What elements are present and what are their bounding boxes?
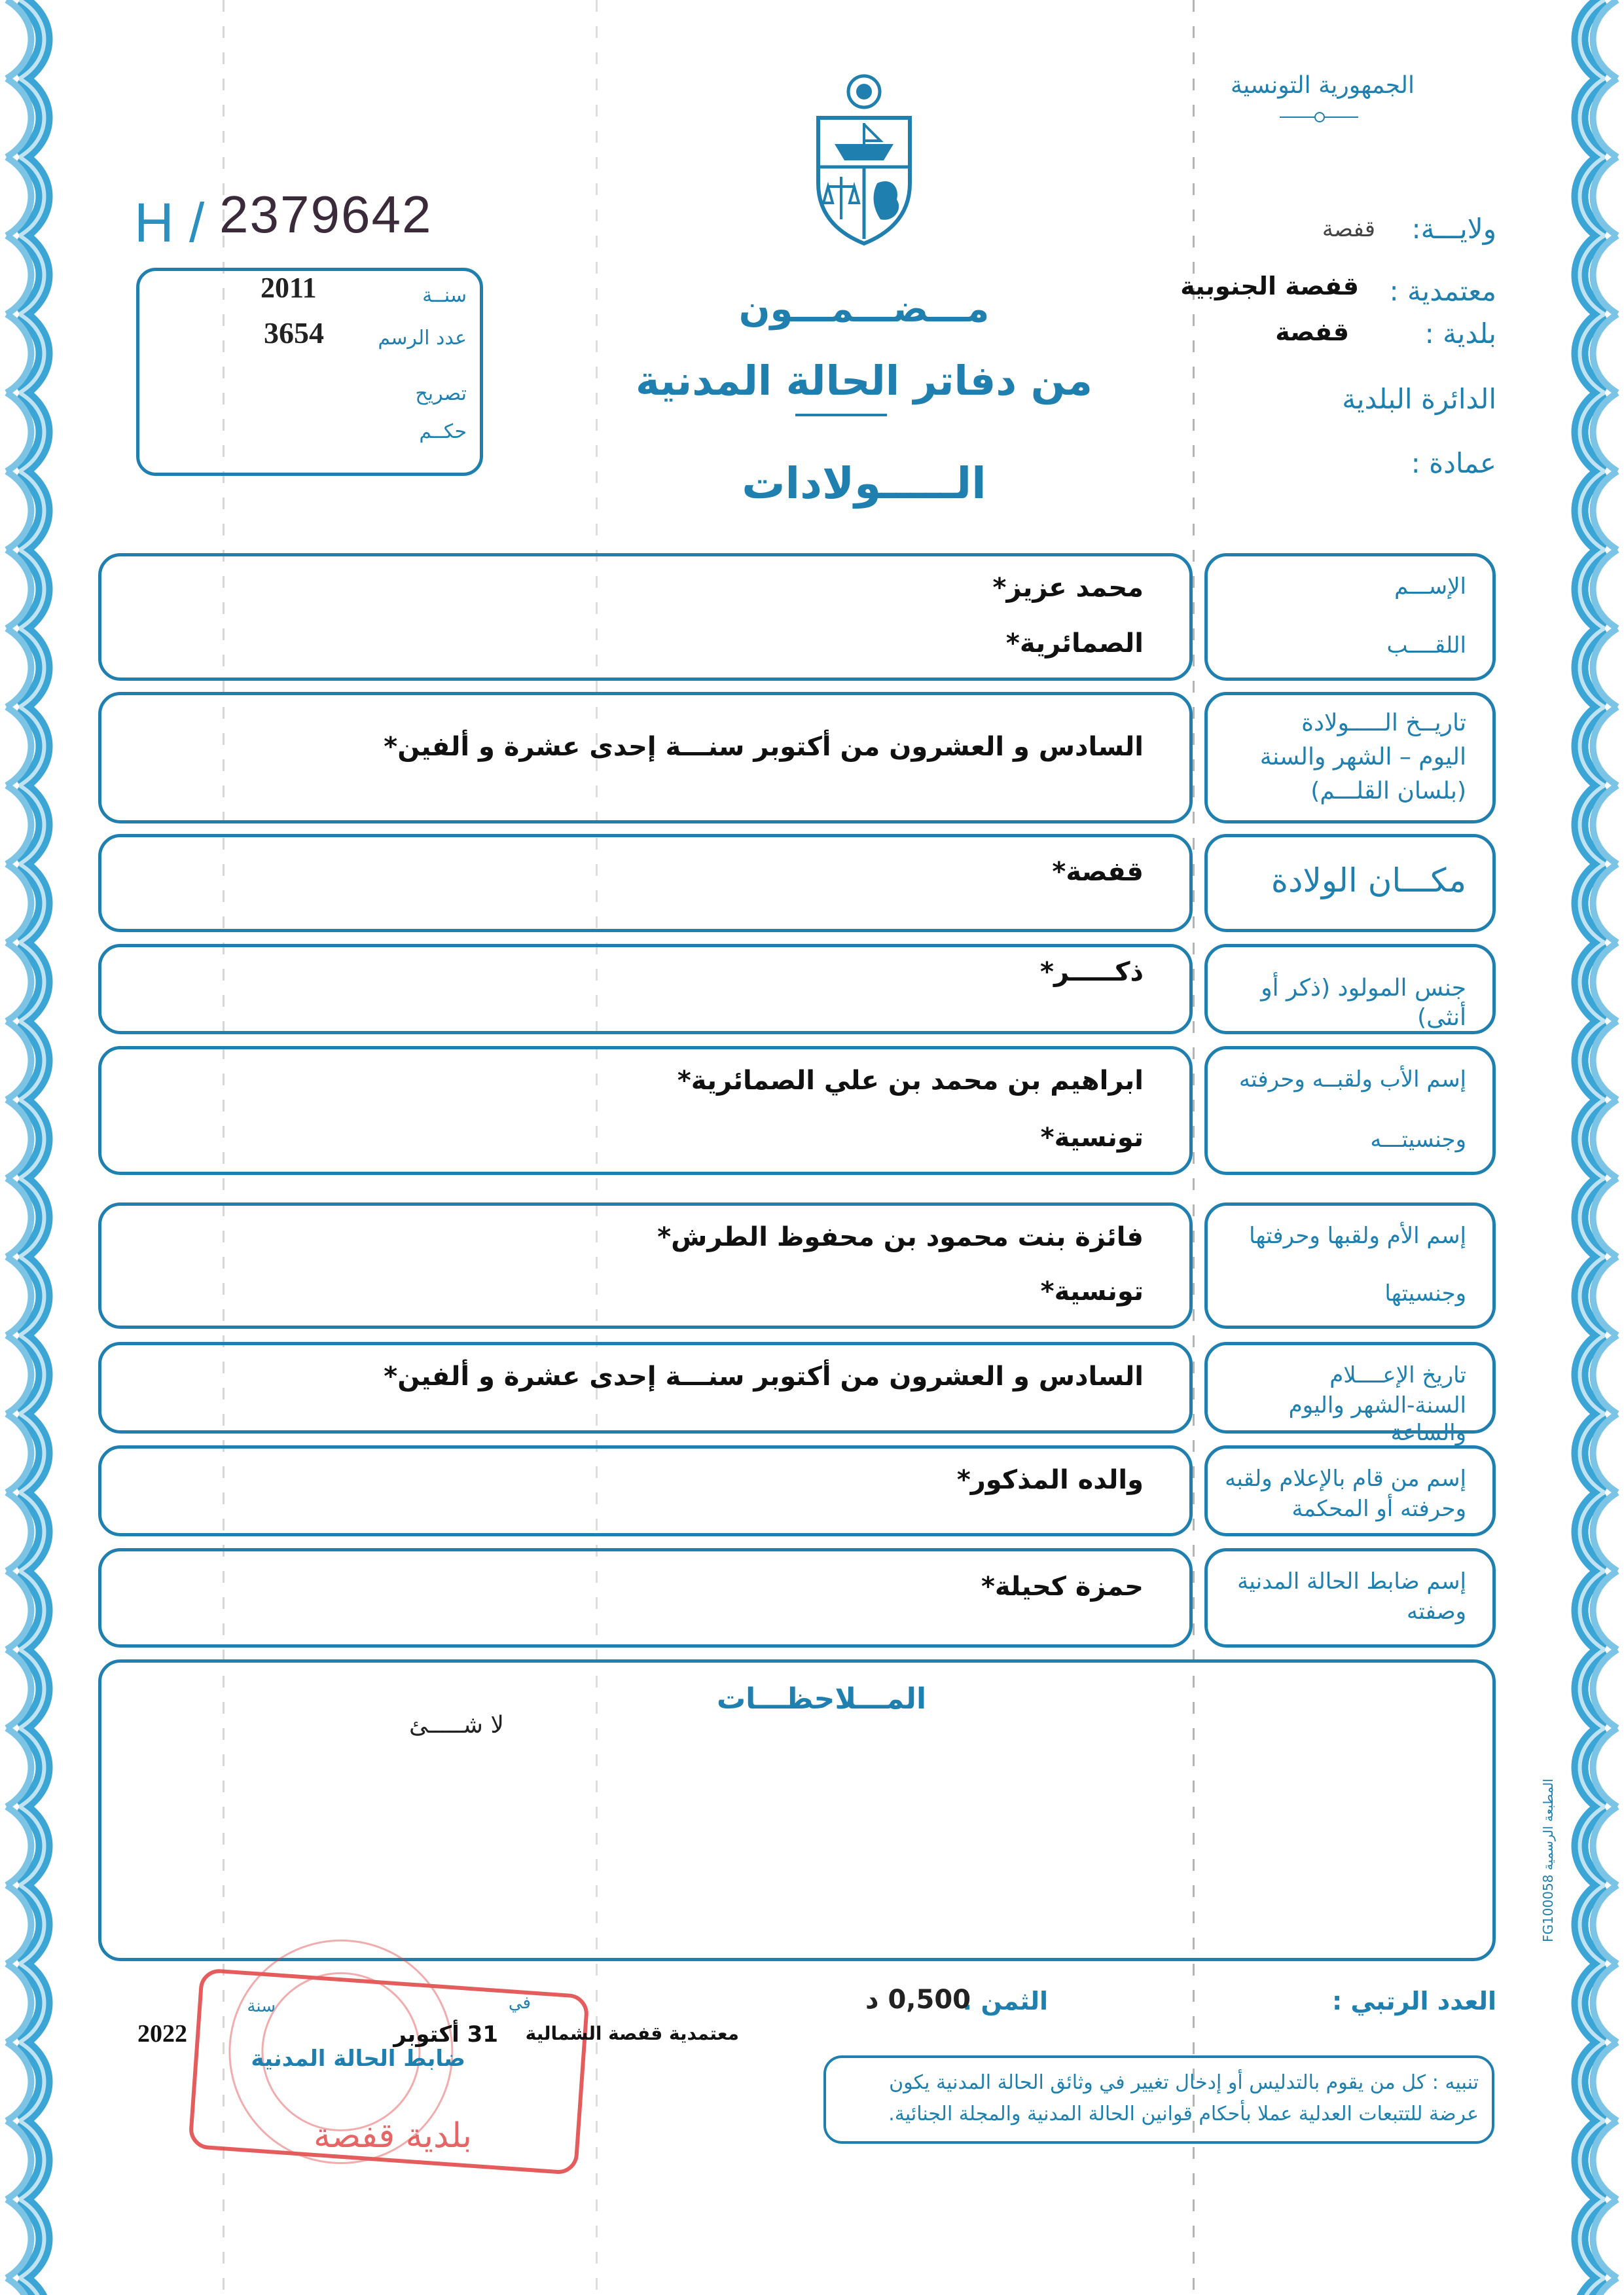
row-label: إسم الأم ولقبها وحرفتها [1249,1223,1466,1249]
row-declaration-date-label-box: تاريخ الإعــــلام السنة-الشهر واليوم والس… [1204,1342,1496,1446]
serial-number: 2379642 [219,185,433,244]
row-birth-place-label-box: مكـــان الولادة [1204,834,1496,932]
record-number-value: 3654 [264,316,324,350]
municipality-value: قفصة [1275,317,1349,346]
remarks-title: المـــلاحظـــات [716,1682,927,1716]
title-line3: الـــــولادات [742,458,986,509]
country-name: الجمهورية التونسية [1230,72,1415,99]
row-value: حمزة كحيلة* [981,1572,1144,1602]
row-value: الصمائرية* [1005,628,1144,659]
row-birth-date-label-box: تاريــخ الـــــولادة اليوم – الشهر والسنة… [1204,692,1496,823]
official-stamp: بلدية قفصة [189,1939,588,2174]
row-sex-label-box: جنس المولود (ذكر أو أنثى) [1204,944,1496,1034]
row-value: والده المذكور* [956,1464,1144,1495]
in-label: في [508,1993,531,2013]
title-line2: من دفاتر الحالة المدنية [636,357,1092,405]
printer-code: المطبعة الرسمية FG100058 [1540,1779,1556,1942]
title-line1: مـــضـــمـــون [738,288,990,331]
row-value: ذكـــــر* [1040,957,1144,987]
row-mother-label-box: إسم الأم ولقبها وحرفتها وجنسيتها [1204,1202,1496,1329]
row-label: السنة-الشهر واليوم والساعة [1288,1392,1466,1447]
stamp-text: بلدية قفصة [314,2116,472,2156]
row-label: إسم الأب ولقبــه وحرفته [1238,1066,1466,1093]
declaration-label: تصريح [415,382,467,405]
remarks-value: لا شـــــئ [409,1712,504,1739]
row-value: ابراهيم بن محمد بن علي الصمائرية* [677,1066,1144,1096]
row-declarant-label-box: إسم من قام بالإعلام ولقبه وحرفته أو المحك… [1204,1445,1496,1536]
row-birth-place-value-box: قفصة* [98,834,1193,932]
fold-line [1193,0,1195,2295]
row-label: إسم من قام بالإعلام ولقبه [1225,1466,1466,1492]
row-label: الإســـم [1394,573,1466,600]
issue-year: 2022 [137,2020,187,2048]
row-label: تاريخ الإعــــلام [1329,1362,1466,1388]
row-name-value-box: محمد عزيز* الصمائرية* [98,553,1193,681]
row-label: جنس المولود (ذكر أو أنثى) [1261,975,1466,1032]
judgment-label: حكــم [419,420,467,443]
row-birth-date-value-box: السادس و العشرون من أكتوبر سنـــة إحدى ع… [98,692,1193,823]
record-number-label: عدد الرسم [378,327,467,350]
row-label: تاريــخ الـــــولادة [1301,710,1466,736]
price-value: 0,500 د [865,1985,971,2015]
row-label: وجنسيتـــه [1370,1127,1466,1153]
serial-prefix: H / [134,192,205,253]
issued-at: معتمدية قفصة الشمالية [525,2023,739,2044]
row-value: تونسية* [1040,1123,1144,1153]
row-name-label-box: الإســـم اللقــــب [1204,553,1496,681]
delegation-label: معتمدية : [1389,275,1496,307]
fold-line [223,0,225,2295]
guilloche-border-left [0,0,72,2295]
row-label: إسم ضابط الحالة المدنية [1237,1568,1466,1595]
legal-notice-box: تنبيه : كل من يقوم بالتدليس أو إدخال تغي… [823,2055,1494,2144]
sector-label: عمادة : [1411,447,1496,479]
title-underline [795,414,887,416]
governorate-label: ولايـــة: [1411,213,1496,245]
row-label: وصفته [1407,1598,1466,1625]
row-value: السادس و العشرون من أكتوبر سنـــة إحدى ع… [384,1362,1144,1392]
row-value: محمد عزيز* [992,573,1144,603]
row-civil-officer-value-box: حمزة كحيلة* [98,1548,1193,1648]
legal-notice: تنبيه : كل من يقوم بالتدليس أو إدخال تغي… [888,2071,1479,2125]
district-label: الدائرة البلدية [1342,383,1496,415]
year-label: سنة [247,1997,276,2016]
row-label: اللقــــب [1386,632,1467,659]
row-father-label-box: إسم الأب ولقبــه وحرفته وجنسيتـــه [1204,1046,1496,1175]
fold-line [596,0,598,2295]
tunisia-coat-of-arms-icon [816,74,912,246]
row-label: وحرفته أو المحكمة [1291,1495,1467,1522]
row-value: فائزة بنت محمود بن محفوظ الطرش* [657,1222,1144,1252]
row-label: اليوم – الشهر والسنة [1259,744,1466,770]
row-father-value-box: ابراهيم بن محمد بن علي الصمائرية* تونسية* [98,1046,1193,1175]
guilloche-border-right [1552,0,1624,2295]
year-value: 2011 [261,272,317,304]
serial-number-label: العدد الرتبي : [1331,1987,1496,2015]
row-label: وجنسيتها [1384,1280,1466,1307]
record-info-box: سنــة 2011 عدد الرسم 3654 تصريح حكــم [136,268,483,476]
signatory-title: ضابط الحالة المدنية [251,2046,465,2072]
row-civil-officer-label-box: إسم ضابط الحالة المدنية وصفته [1204,1548,1496,1648]
row-value: قفصة* [1052,857,1144,887]
row-sex-value-box: ذكـــــر* [98,944,1193,1034]
row-label: مكـــان الولادة [1271,861,1466,899]
row-mother-value-box: فائزة بنت محمود بن محفوظ الطرش* تونسية* [98,1202,1193,1329]
governorate-value: قفصة [1322,216,1375,242]
row-declaration-date-value-box: السادس و العشرون من أكتوبر سنـــة إحدى ع… [98,1342,1193,1434]
divider-ornament [1314,112,1325,122]
row-declarant-value-box: والده المذكور* [98,1445,1193,1536]
issue-date: 31 أكتوبر [393,2021,498,2048]
row-value: السادس و العشرون من أكتوبر سنـــة إحدى ع… [384,731,1144,762]
year-label: سنــة [422,284,467,307]
row-label: (بلسان القلـــم) [1310,778,1466,804]
price-label: الثمن : [962,1987,1048,2015]
municipality-label: بلدية : [1424,317,1496,350]
row-value: تونسية* [1040,1276,1144,1307]
remarks-box: المـــلاحظـــات لا شـــــئ [98,1659,1496,1961]
delegation-value: قفصة الجنوبية [1180,272,1359,300]
